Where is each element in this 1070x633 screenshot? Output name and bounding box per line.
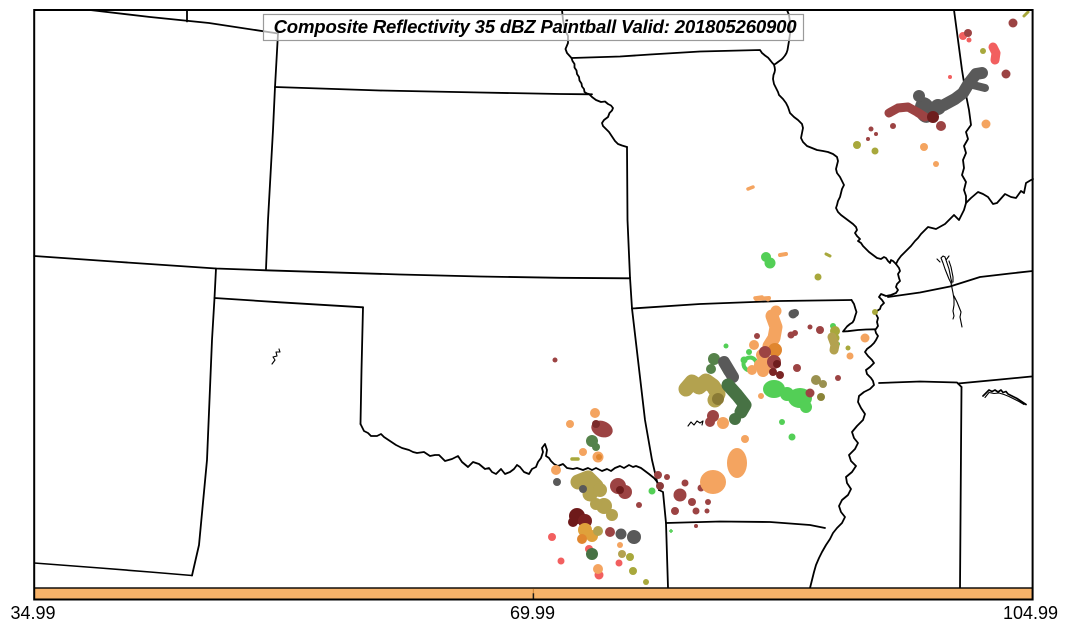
svg-text:Composite Reflectivity 35 dBZ: Composite Reflectivity 35 dBZ Paintball … (274, 16, 798, 37)
svg-text:34.99: 34.99 (10, 603, 55, 623)
svg-text:69.99: 69.99 (510, 603, 555, 623)
svg-text:104.99: 104.99 (1003, 603, 1058, 623)
